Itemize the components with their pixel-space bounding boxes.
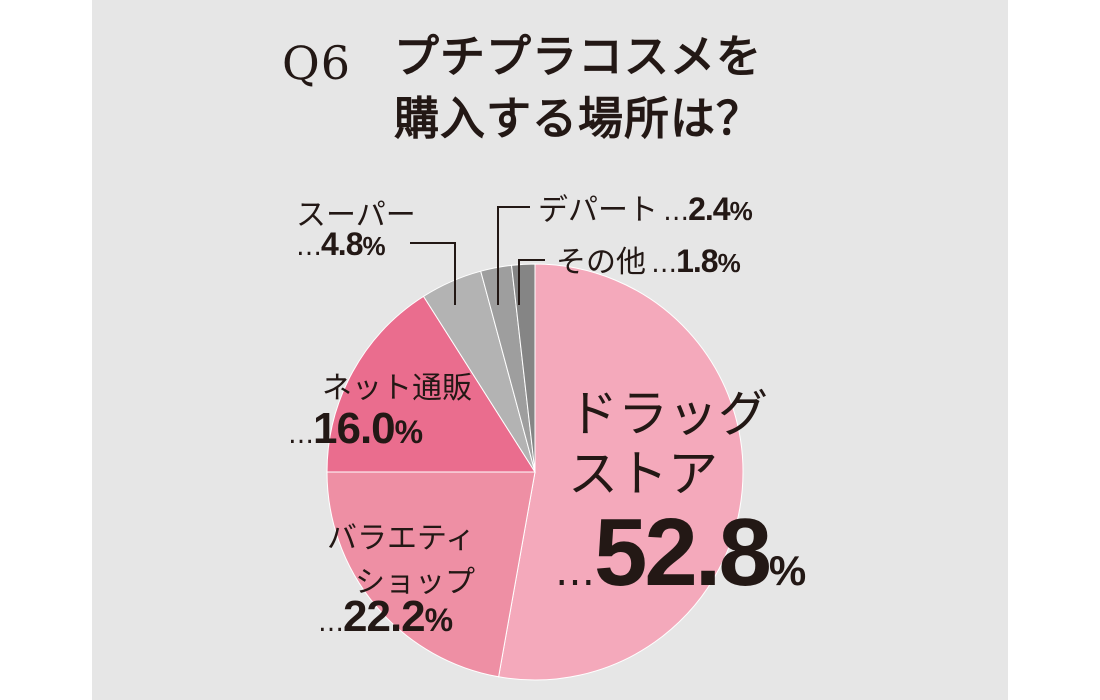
slice-net <box>326 295 536 473</box>
leader-line-other <box>518 259 545 305</box>
label-variety: バラエティ ショップ <box>327 513 475 601</box>
label-other-pct: % <box>717 248 741 278</box>
label-variety-name1: バラエティ <box>327 521 476 556</box>
label-net-num: 16.0 <box>313 404 396 453</box>
question-number: Q6 <box>282 36 351 90</box>
label-drugstore-num: 52.8 <box>594 499 772 606</box>
label-other-name: その他 <box>556 245 646 280</box>
label-variety-num: 22.2 <box>343 592 426 641</box>
label-other-dots: … <box>651 249 677 279</box>
label-net-dots: … <box>288 420 314 450</box>
slice-variety <box>326 471 536 678</box>
label-drugstore-pct: % <box>768 547 807 594</box>
label-drugstore-dots: … <box>555 549 595 595</box>
label-net-pct: % <box>394 414 424 450</box>
label-super: スーパー <box>296 190 416 234</box>
label-super-value: …4.8% <box>296 226 386 263</box>
label-variety-value: …22.2% <box>318 592 453 642</box>
label-variety-name2: ショップ <box>355 565 475 600</box>
label-depart: デパート …2.4% <box>538 185 753 229</box>
label-net: ネット通販 <box>322 363 472 407</box>
label-depart-num: 2.4 <box>688 191 730 227</box>
label-net-value: …16.0% <box>288 404 423 454</box>
label-net-name: ネット通販 <box>322 371 472 406</box>
label-drugstore-value: …52.8% <box>555 498 806 608</box>
label-depart-name: デパート <box>538 193 658 228</box>
label-variety-dots: … <box>318 608 344 638</box>
label-depart-pct: % <box>729 196 753 226</box>
label-super-num: 4.8 <box>321 226 363 262</box>
label-super-pct: % <box>362 231 386 261</box>
leader-line-depart <box>497 206 530 305</box>
label-depart-dots: … <box>663 197 689 227</box>
label-other-num: 1.8 <box>676 243 718 279</box>
slice-other <box>510 263 536 473</box>
label-drugstore: ドラッグ ストア <box>568 384 768 504</box>
label-super-dots: … <box>296 232 322 262</box>
chart-title: プチプラコスメを 購入する場所は？ <box>394 30 763 145</box>
label-drugstore-name2: ストア <box>568 445 718 503</box>
label-other: その他 …1.8% <box>556 237 741 281</box>
label-drugstore-name1: ドラッグ <box>568 385 768 443</box>
label-variety-pct: % <box>424 602 454 638</box>
leader-line-super <box>410 242 456 305</box>
slice-drugstore <box>498 263 744 681</box>
label-super-name: スーパー <box>296 198 416 233</box>
